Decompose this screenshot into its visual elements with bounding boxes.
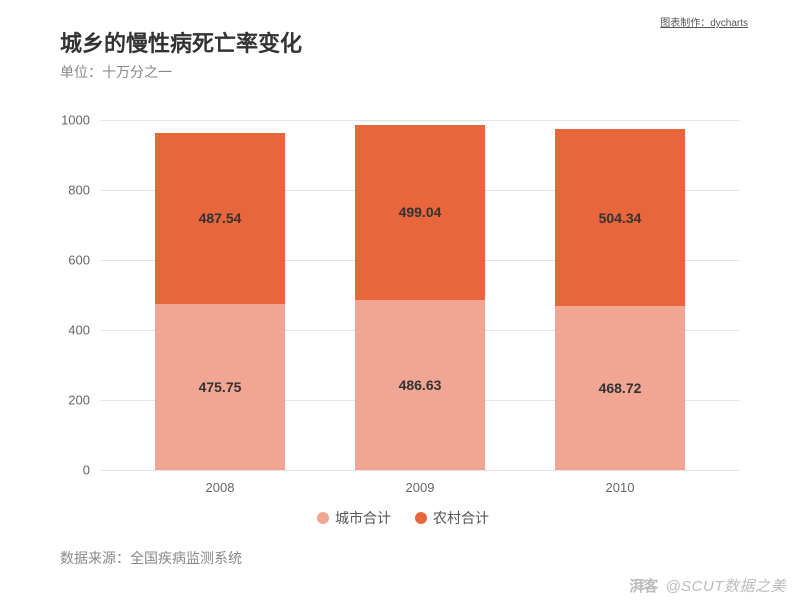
watermark-text: @SCUT数据之美 [665, 578, 786, 595]
bar-segment: 475.75 [155, 304, 285, 471]
bar-segment: 487.54 [155, 133, 285, 304]
legend-swatch [317, 512, 329, 524]
legend-item: 城市合计 [317, 508, 391, 528]
watermark-logo: 湃客 [629, 578, 657, 595]
y-axis-label: 200 [40, 393, 90, 408]
gridline [100, 120, 740, 121]
x-axis-label: 2008 [206, 480, 235, 495]
x-axis-label: 2010 [606, 480, 635, 495]
watermark: 湃客 @SCUT数据之美 [629, 575, 786, 596]
bar-segment: 468.72 [555, 306, 685, 470]
legend-label: 农村合计 [433, 508, 489, 528]
legend-label: 城市合计 [335, 508, 391, 528]
bar-segment: 504.34 [555, 129, 685, 306]
y-axis-label: 0 [40, 463, 90, 478]
y-axis-label: 800 [40, 183, 90, 198]
y-axis-label: 1000 [40, 113, 90, 128]
bar-segment: 499.04 [355, 125, 485, 300]
chart-plot-area: 02004006008001000475.75487.542008486.634… [100, 120, 740, 470]
chart-title: 城乡的慢性病死亡率变化 [60, 26, 302, 58]
legend-item: 农村合计 [415, 508, 489, 528]
legend-swatch [415, 512, 427, 524]
y-axis-label: 400 [40, 323, 90, 338]
gridline [100, 470, 740, 471]
chart-subtitle: 单位：十万分之一 [60, 62, 172, 82]
y-axis-label: 600 [40, 253, 90, 268]
x-axis-label: 2009 [406, 480, 435, 495]
chart-legend: 城市合计 农村合计 [0, 508, 806, 528]
bar-segment: 486.63 [355, 300, 485, 470]
chart-credit: 图表制作：dycharts [660, 14, 748, 29]
chart-source: 数据来源：全国疾病监测系统 [60, 548, 242, 568]
